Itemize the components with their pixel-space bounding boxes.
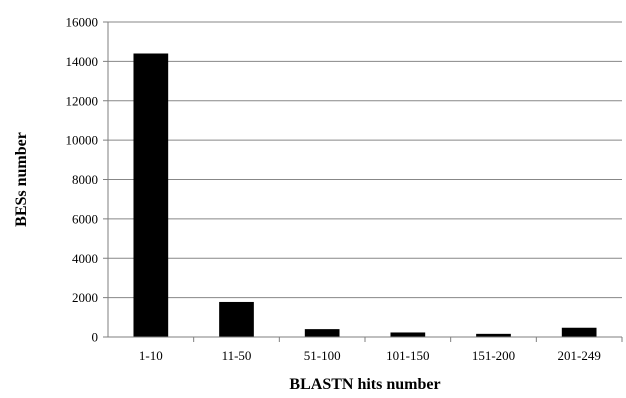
y-tick-label: 10000 (66, 133, 99, 148)
y-tick-label: 14000 (66, 54, 99, 69)
bar (476, 333, 511, 337)
y-tick-label: 4000 (72, 251, 98, 266)
y-tick-label: 2000 (72, 290, 98, 305)
y-axis-title: BESs number (13, 132, 30, 227)
bar (561, 327, 597, 337)
x-tick-labels: 1-10 11-50 51-100 101-150 151-200 201-249 (139, 348, 601, 363)
bars (133, 53, 597, 337)
y-tick-label: 16000 (66, 15, 99, 30)
x-tick-label: 11-50 (222, 348, 252, 363)
bar (133, 53, 169, 337)
x-tick-label: 201-249 (557, 348, 600, 363)
y-tick-labels: 0 2000 4000 6000 8000 10000 12000 14000 16000 (66, 15, 99, 345)
x-axis-title: BLASTN hits number (289, 376, 440, 393)
y-tick-label: 6000 (72, 211, 98, 226)
x-tick-label: 1-10 (139, 348, 163, 363)
x-tick-label: 51-100 (304, 348, 341, 363)
y-tick-label: 8000 (72, 172, 98, 187)
y-tick-label: 12000 (66, 93, 99, 108)
bar (219, 301, 254, 337)
bar (304, 329, 340, 337)
axes (103, 21, 623, 342)
x-tick-label: 101-150 (386, 348, 429, 363)
gridlines (108, 21, 622, 299)
bar (390, 332, 426, 337)
y-tick-label: 0 (92, 330, 99, 345)
x-tick-label: 151-200 (472, 348, 515, 363)
